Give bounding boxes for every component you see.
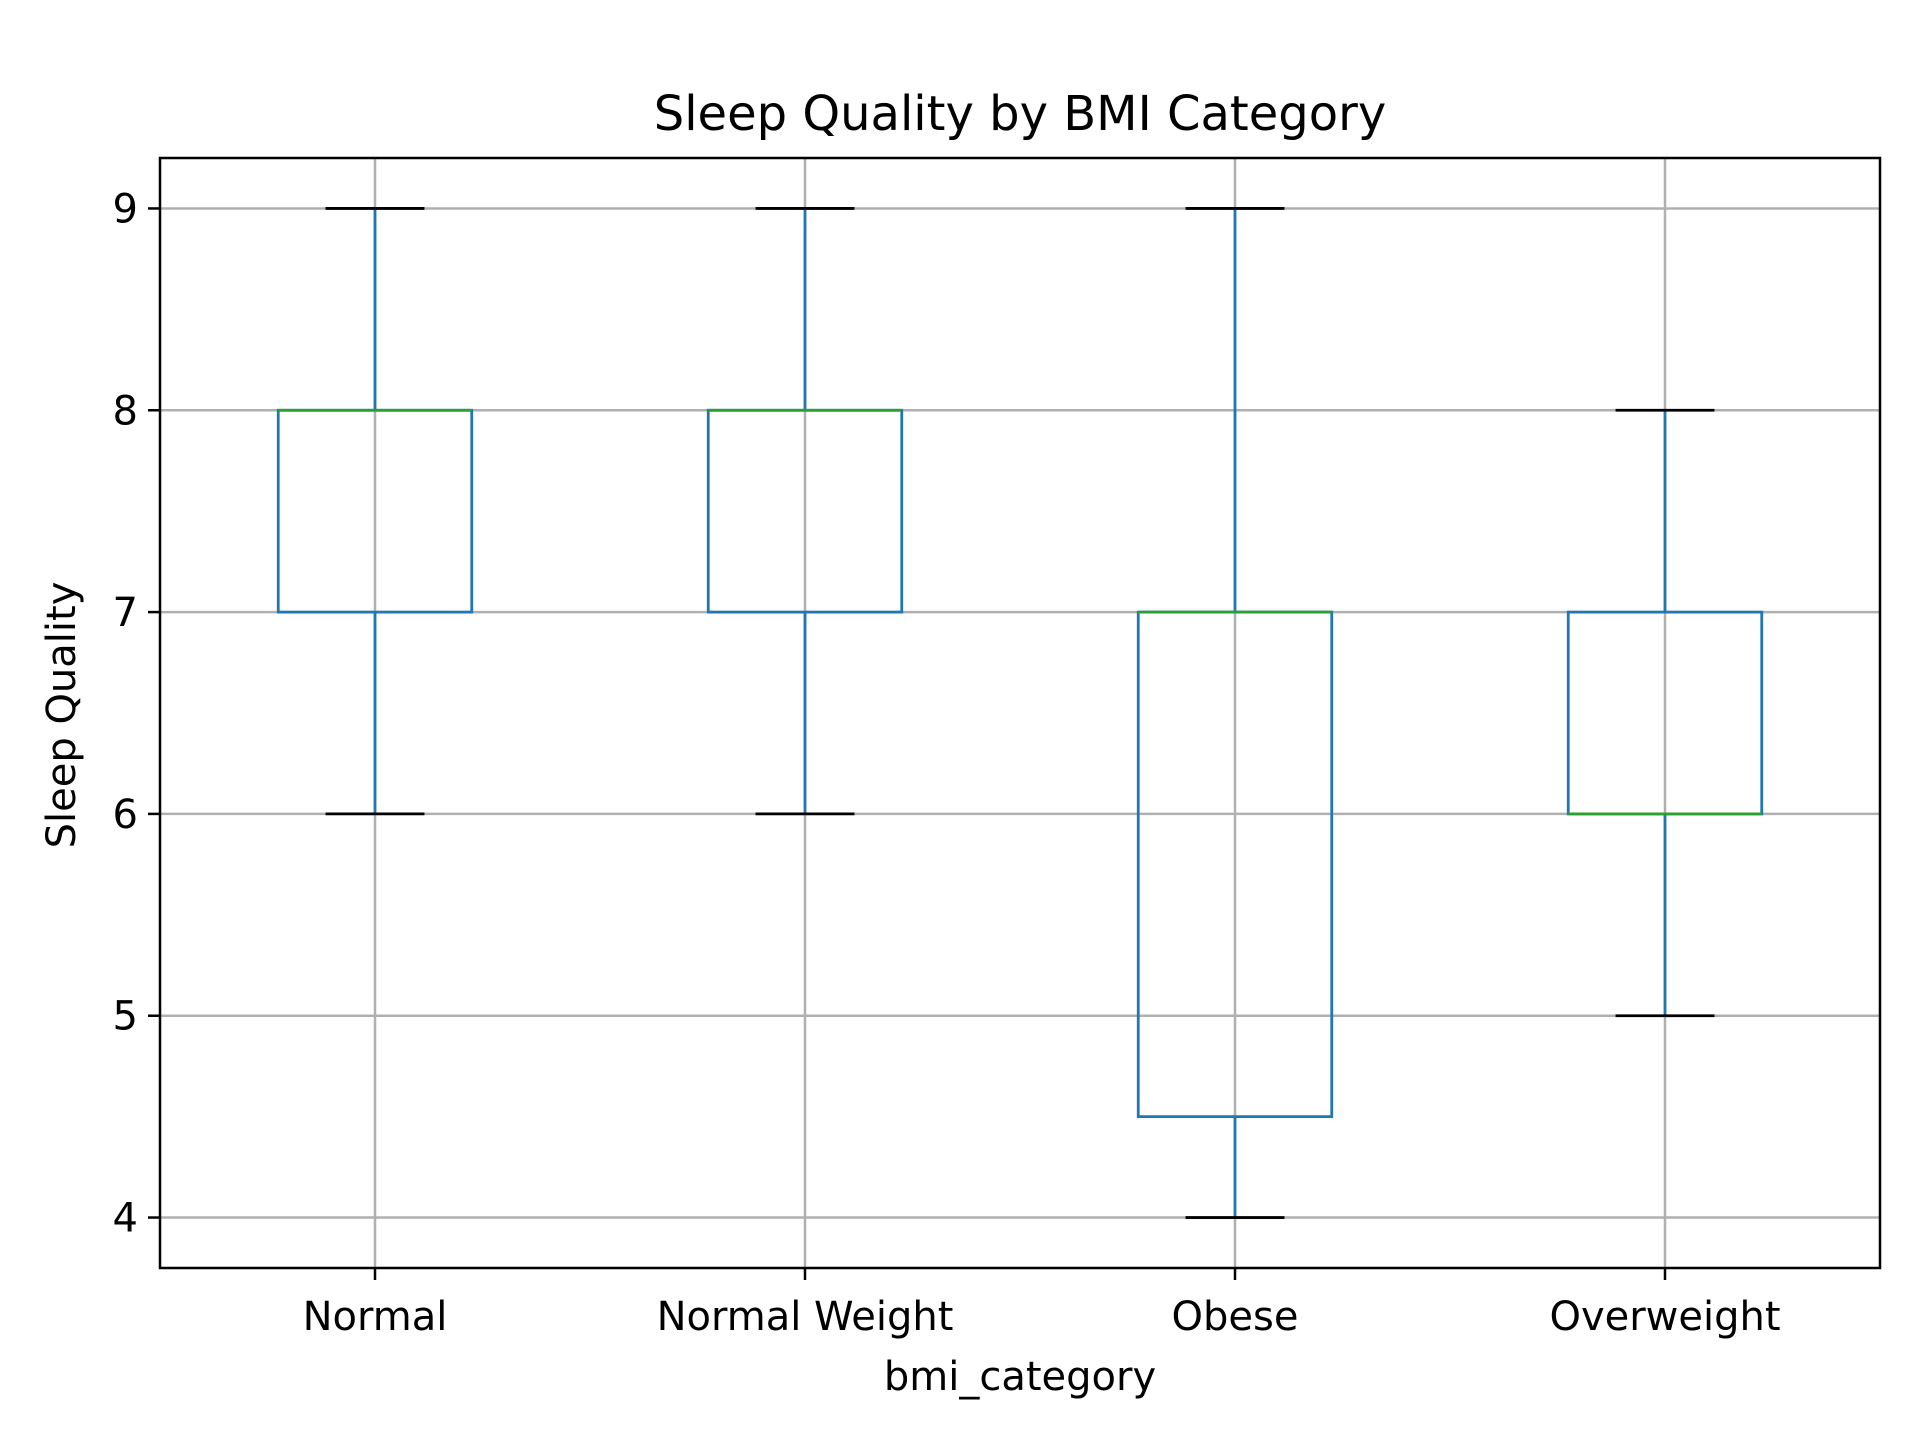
box-group-overweight: [1566, 408, 1764, 1018]
box-layer: [276, 207, 1764, 1219]
x-tick-label: Overweight: [1549, 1294, 1780, 1340]
y-tick-label: 7: [113, 590, 138, 636]
chart-title: Sleep Quality by BMI Category: [654, 86, 1387, 142]
grid-lines: [160, 158, 1880, 1268]
axes-frame: [158, 156, 1882, 1270]
axes: 4 5 6 7 8 9 Normal Normal Weight Obese Overweight: [113, 156, 1882, 1340]
y-tick-label: 4: [113, 1196, 138, 1242]
y-tick-label: 9: [113, 186, 138, 232]
x-tick-label: Normal Weight: [657, 1294, 954, 1340]
y-tick-label: 5: [113, 994, 138, 1040]
x-axis-label: bmi_category: [884, 1354, 1156, 1400]
y-axis-label: Sleep Quality: [39, 582, 85, 849]
y-tick-label: 8: [113, 388, 138, 434]
box-group-normal: [276, 207, 474, 816]
box-group-normal-weight: [706, 207, 904, 816]
x-tick-label: Obese: [1172, 1294, 1299, 1340]
y-tick-label: 6: [113, 792, 138, 838]
x-tick-label: Normal: [303, 1294, 448, 1340]
box-group-obese: [1136, 207, 1334, 1219]
